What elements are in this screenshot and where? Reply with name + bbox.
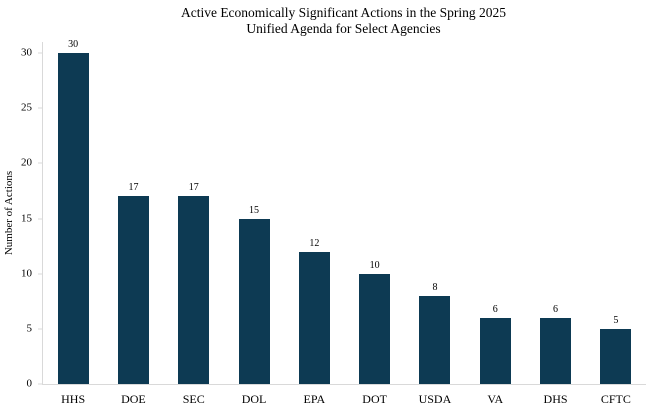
bar-value-label: 15 [249,204,260,216]
bar-usda [419,295,451,384]
x-tick-label: SEC [182,392,205,406]
x-tick-label: EPA [303,392,326,406]
y-axis-tick [38,328,43,330]
y-axis-tick [38,273,43,275]
y-tick-label: 0 [26,377,33,390]
y-tick-label: 30 [21,46,32,59]
bar-value-label: 6 [492,303,498,315]
chart-title-line-2: Unified Agenda for Select Agencies [246,21,441,37]
bar-value-label: 10 [369,259,380,271]
bar-value-label: 12 [309,237,320,249]
bar-value-label: 8 [432,281,438,293]
y-axis-tick [38,162,43,164]
y-tick-label: 5 [26,322,33,335]
bar-value-label: 6 [553,303,559,315]
x-tick-label: DOL [241,392,267,406]
chart-title: Active Economically Significant Actions … [42,5,645,38]
bar-sec [178,196,210,384]
bar-va [479,317,511,384]
x-tick-label: CFTC [600,392,631,406]
y-tick-label: 10 [21,267,32,280]
plot-area: 30 HHS 17 DOE 17 SEC 15 DOL 12 EPA 10 DOT 8 USDA 6 VA 6 D… [38,39,646,405]
y-axis-tick-labels: 0 5 10 15 20 25 30 [0,42,37,389]
bar-doe [117,196,149,384]
y-axis-tick [38,218,43,220]
y-axis-tick [38,383,43,385]
x-tick-label: DOE [121,392,146,406]
bar-epa [298,251,330,384]
bar-value-label: 30 [68,39,79,51]
bar-value-label: 5 [613,314,619,326]
x-tick-label: DHS [543,392,568,406]
x-tick-label: VA [487,392,504,406]
bar-value-label: 17 [128,182,139,194]
bar-dol [238,218,270,384]
bar-dot [359,273,391,384]
chart-title-line-1: Active Economically Significant Actions … [180,5,507,20]
y-axis-tick [38,52,43,54]
bar-dhs [540,317,572,384]
y-tick-label: 15 [21,212,32,225]
y-tick-label: 25 [21,101,32,114]
y-tick-label: 20 [21,156,32,169]
bar-cftc [600,328,632,384]
x-tick-label: DOT [362,392,387,406]
bar-value-label: 17 [188,182,199,194]
bar-hhs [57,53,89,384]
x-tick-label: USDA [418,392,452,406]
y-axis-tick [38,107,43,109]
x-tick-label: HHS [61,392,86,406]
